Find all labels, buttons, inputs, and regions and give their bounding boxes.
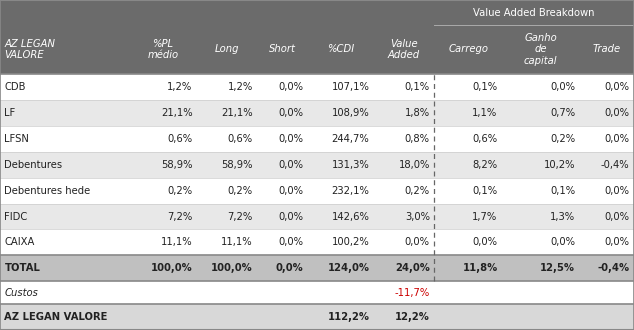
Text: AZ LEGAN VALORE: AZ LEGAN VALORE [4,312,108,322]
Text: 0,2%: 0,2% [550,134,575,144]
Text: 0,6%: 0,6% [167,134,192,144]
Bar [0,25,634,74]
Text: 0,0%: 0,0% [278,212,303,221]
Text: CAIXA: CAIXA [4,238,35,248]
Text: AZ LEGAN
VALORE: AZ LEGAN VALORE [4,39,55,60]
Text: Custos: Custos [4,288,38,298]
Text: 0,0%: 0,0% [605,82,630,91]
Text: 11,1%: 11,1% [221,238,253,248]
Text: 7,2%: 7,2% [167,212,192,221]
Text: 0,0%: 0,0% [278,108,303,117]
Text: %CDI: %CDI [327,44,354,54]
Text: 1,7%: 1,7% [472,212,498,221]
Text: 1,8%: 1,8% [404,108,430,117]
Text: TOTAL: TOTAL [4,263,41,274]
Text: 18,0%: 18,0% [398,159,430,170]
Bar [0,304,634,330]
Text: 0,2%: 0,2% [404,185,430,195]
Text: 0,6%: 0,6% [228,134,253,144]
Text: 1,3%: 1,3% [550,212,575,221]
Text: 0,2%: 0,2% [228,185,253,195]
Text: 0,0%: 0,0% [404,238,430,248]
Text: 232,1%: 232,1% [332,185,370,195]
Text: 112,2%: 112,2% [327,312,370,322]
Text: 1,1%: 1,1% [472,108,498,117]
Text: 3,0%: 3,0% [404,212,430,221]
Text: 100,0%: 100,0% [211,263,253,274]
Text: 0,1%: 0,1% [472,82,498,91]
Text: FIDC: FIDC [4,212,28,221]
Text: 0,0%: 0,0% [278,82,303,91]
Bar [0,151,634,178]
Text: 244,7%: 244,7% [332,134,370,144]
Text: Value Added Breakdown: Value Added Breakdown [474,8,595,17]
Text: CDB: CDB [4,82,26,91]
Text: 7,2%: 7,2% [228,212,253,221]
Bar [0,100,634,125]
Text: -0,4%: -0,4% [601,159,630,170]
Text: Debentures hede: Debentures hede [4,185,91,195]
Text: 58,9%: 58,9% [221,159,253,170]
Text: Short: Short [269,44,296,54]
Text: 10,2%: 10,2% [543,159,575,170]
Text: 12,5%: 12,5% [540,263,575,274]
Text: 1,2%: 1,2% [228,82,253,91]
Text: 1,2%: 1,2% [167,82,192,91]
Bar [0,74,634,100]
Bar [0,281,634,304]
Text: 0,0%: 0,0% [605,108,630,117]
Bar [0,178,634,204]
Text: 11,8%: 11,8% [462,263,498,274]
Text: 24,0%: 24,0% [395,263,430,274]
Text: 100,2%: 100,2% [332,238,370,248]
Text: 0,0%: 0,0% [550,82,575,91]
Text: %PL
médio: %PL médio [147,39,179,60]
Text: Value
Added: Value Added [388,39,420,60]
Text: 0,0%: 0,0% [605,134,630,144]
Text: 0,0%: 0,0% [278,185,303,195]
Text: 131,3%: 131,3% [332,159,370,170]
Text: 0,7%: 0,7% [550,108,575,117]
Text: -0,4%: -0,4% [597,263,630,274]
Text: 0,1%: 0,1% [550,185,575,195]
Text: 0,1%: 0,1% [472,185,498,195]
Text: 100,0%: 100,0% [151,263,192,274]
Text: Ganho
de
capital: Ganho de capital [524,33,557,66]
Bar [0,204,634,229]
Text: 0,1%: 0,1% [404,82,430,91]
Text: 0,0%: 0,0% [605,212,630,221]
Text: LFSN: LFSN [4,134,29,144]
Text: 0,0%: 0,0% [278,134,303,144]
Bar [0,125,634,151]
Bar [0,255,634,281]
Bar [0,229,634,255]
Text: 21,1%: 21,1% [221,108,253,117]
Text: 0,0%: 0,0% [605,238,630,248]
Text: Trade: Trade [593,44,621,54]
Text: 108,9%: 108,9% [332,108,370,117]
Text: LF: LF [4,108,16,117]
Text: 0,2%: 0,2% [167,185,192,195]
Text: Long: Long [215,44,239,54]
Text: 0,0%: 0,0% [278,238,303,248]
Text: 0,0%: 0,0% [605,185,630,195]
Text: 0,0%: 0,0% [275,263,303,274]
Text: Carrego: Carrego [448,44,488,54]
Text: 58,9%: 58,9% [161,159,192,170]
Text: 0,6%: 0,6% [472,134,498,144]
Text: 0,0%: 0,0% [550,238,575,248]
Bar [0,0,634,25]
Text: 21,1%: 21,1% [161,108,192,117]
Text: Debentures: Debentures [4,159,63,170]
Text: 12,2%: 12,2% [395,312,430,322]
Text: 0,0%: 0,0% [278,159,303,170]
Text: 8,2%: 8,2% [472,159,498,170]
Text: 124,0%: 124,0% [327,263,370,274]
Text: 0,8%: 0,8% [404,134,430,144]
Text: 142,6%: 142,6% [332,212,370,221]
Text: 0,0%: 0,0% [472,238,498,248]
Text: -11,7%: -11,7% [394,288,430,298]
Text: 107,1%: 107,1% [332,82,370,91]
Text: 11,1%: 11,1% [161,238,192,248]
